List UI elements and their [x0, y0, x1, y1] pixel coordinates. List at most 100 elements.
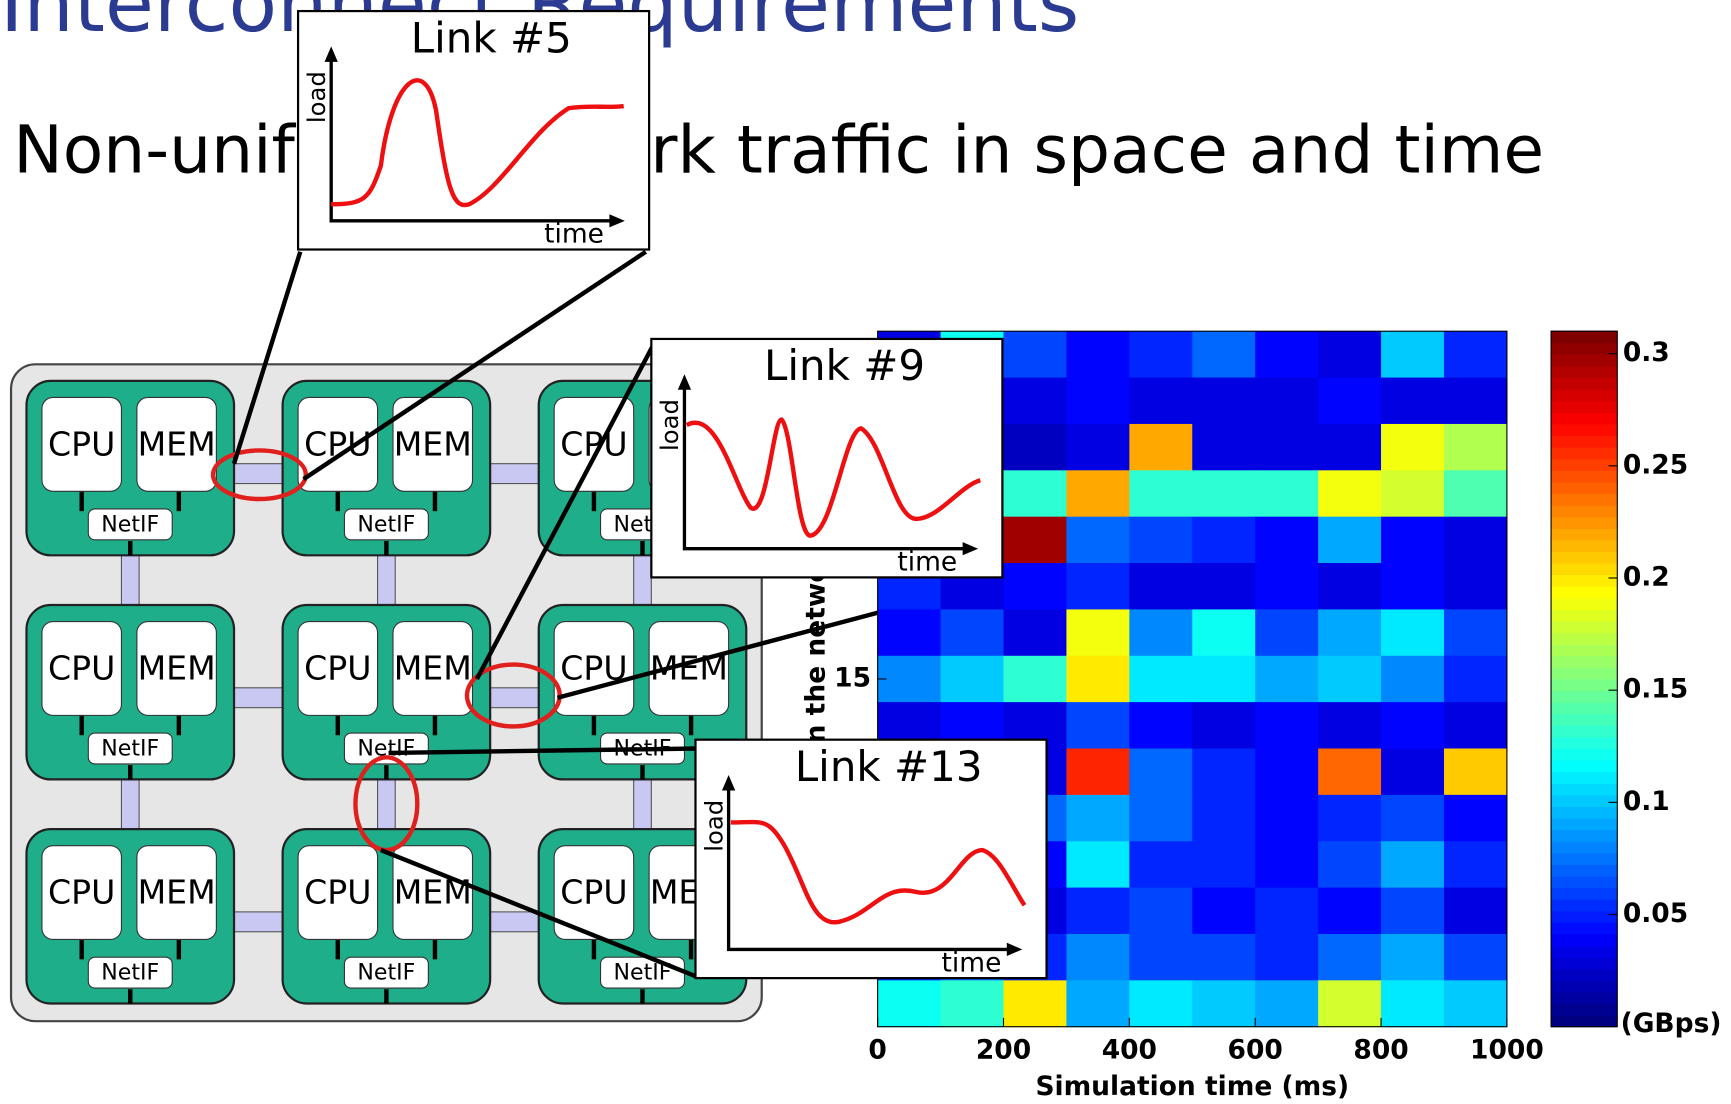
heat-cell	[1192, 609, 1255, 656]
heat-cell	[1066, 609, 1129, 656]
heat-cell	[1192, 795, 1255, 842]
colorbar-step	[1551, 400, 1617, 413]
heat-cell	[1444, 424, 1507, 471]
colorbar-step	[1551, 609, 1617, 622]
colorbar-step	[1551, 899, 1617, 912]
heat-cell	[1066, 656, 1129, 703]
colorbar-step	[1551, 980, 1617, 993]
heat-cell	[1129, 841, 1192, 888]
heat-cell	[1318, 563, 1381, 610]
heat-cell	[1381, 888, 1444, 935]
colorbar-step	[1551, 644, 1617, 657]
callout-xlabel: time	[544, 219, 604, 250]
heat-cell	[1192, 470, 1255, 517]
cpu-label: CPU	[48, 873, 115, 912]
heat-cell	[1192, 980, 1255, 1027]
heat-cell	[1255, 888, 1318, 935]
heat-cell	[1318, 470, 1381, 517]
heat-cell	[1381, 331, 1444, 378]
slide: Interconnect Requirements Non-uniform ne…	[0, 0, 1731, 1104]
colorbar-step	[1551, 447, 1617, 460]
heat-cell	[1444, 841, 1507, 888]
colorbar-step	[1551, 331, 1617, 344]
heat-cell	[1444, 656, 1507, 703]
heat-cell	[1192, 563, 1255, 610]
heat-cell	[1381, 563, 1444, 610]
x-tick-label: 400	[1102, 1034, 1157, 1065]
colorbar-step	[1551, 794, 1617, 807]
colorbar-step	[1551, 528, 1617, 541]
heat-cell	[1444, 934, 1507, 981]
heat-cell	[1255, 656, 1318, 703]
heat-cell	[1444, 517, 1507, 564]
callout-ylabel: load	[655, 399, 684, 451]
heat-cell	[1381, 934, 1444, 981]
heat-cell	[1318, 609, 1381, 656]
heat-cell	[878, 980, 941, 1027]
colorbar-step	[1551, 957, 1617, 970]
heat-cell	[1318, 841, 1381, 888]
heat-cell	[1255, 378, 1318, 425]
colorbar-tick-label: 0.05	[1623, 898, 1688, 929]
link	[488, 912, 541, 932]
link	[378, 553, 396, 607]
heat-cell	[1318, 980, 1381, 1027]
heat-cell	[1003, 609, 1066, 656]
colorbar-step	[1551, 1015, 1617, 1028]
colorbar-step	[1551, 818, 1617, 831]
colorbar-step	[1551, 516, 1617, 529]
colorbar-step	[1551, 435, 1617, 448]
mem-label: MEM	[394, 649, 472, 688]
heat-cell	[1444, 609, 1507, 656]
heat-cell	[1255, 470, 1318, 517]
heat-cell	[1255, 934, 1318, 981]
heat-cell	[1129, 609, 1192, 656]
colorbar-step	[1551, 829, 1617, 842]
heat-cell	[1003, 656, 1066, 703]
link	[488, 688, 541, 708]
heat-cell	[1255, 795, 1318, 842]
heat-cell	[1381, 424, 1444, 471]
colorbar-step	[1551, 864, 1617, 877]
heat-cell	[1129, 470, 1192, 517]
heat-cell	[1318, 517, 1381, 564]
colorbar-step	[1551, 945, 1617, 958]
callout-xlabel: time	[897, 547, 957, 578]
colorbar-tick-label: 0.3	[1623, 337, 1670, 368]
heat-cell	[1066, 795, 1129, 842]
cpu-label: CPU	[48, 649, 115, 688]
colorbar-step	[1551, 354, 1617, 367]
colorbar-step	[1551, 493, 1617, 506]
heat-cell	[1066, 749, 1129, 796]
heat-cell	[1192, 656, 1255, 703]
colorbar-step	[1551, 481, 1617, 494]
netif-label: NetIF	[357, 961, 415, 986]
heat-cell	[1381, 609, 1444, 656]
heat-cell	[1129, 702, 1192, 749]
heat-cell	[1444, 470, 1507, 517]
heat-cell	[1192, 378, 1255, 425]
colorbar-step	[1551, 760, 1617, 773]
colorbar-step	[1551, 690, 1617, 703]
bullet: Non-uniform network traffic in space and…	[13, 112, 1544, 189]
heat-cell	[1129, 795, 1192, 842]
colorbar-unit: (GBps)	[1621, 1008, 1722, 1039]
colorbar-step	[1551, 620, 1617, 633]
colorbar-tick-label: 0.2	[1623, 561, 1670, 592]
heat-cell	[1192, 517, 1255, 564]
x-tick-label: 0	[868, 1034, 886, 1065]
heat-cell	[1066, 980, 1129, 1027]
colorbar-tick-label: 0.1	[1623, 786, 1670, 817]
colorbar-step	[1551, 736, 1617, 749]
heat-cell	[1255, 841, 1318, 888]
x-axis-label: Simulation time (ms)	[1035, 1071, 1349, 1102]
callout-title: Link #9	[764, 341, 925, 390]
cpu-label: CPU	[560, 873, 627, 912]
heat-cell	[1066, 378, 1129, 425]
link	[378, 777, 396, 831]
callout-ylabel: load	[699, 800, 728, 852]
heat-cell	[1318, 795, 1381, 842]
heat-cell	[1066, 470, 1129, 517]
colorbar-tick-label: 0.25	[1623, 449, 1688, 480]
colorbar-step	[1551, 389, 1617, 402]
